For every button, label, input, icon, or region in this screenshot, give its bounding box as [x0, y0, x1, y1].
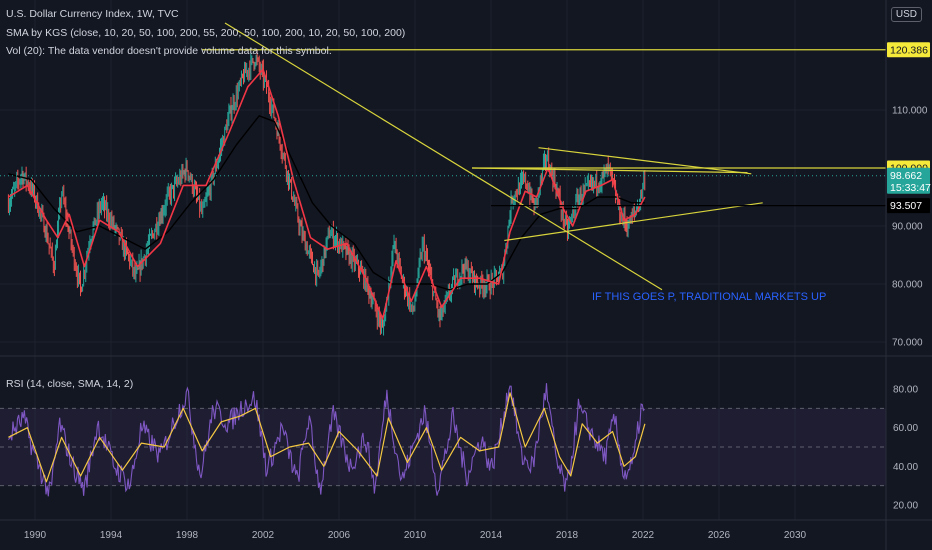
- price-badge-label: 120.386: [890, 44, 928, 56]
- candles: [7, 50, 646, 336]
- sma-fast-line: [7, 68, 646, 320]
- time-tick-label: 2022: [632, 530, 655, 541]
- rsi-tick-label: 20.00: [893, 501, 918, 512]
- chart-annotation[interactable]: IF THIS GOES P, TRADITIONAL MARKETS UP: [592, 291, 827, 303]
- sma-slow-line: [8, 115, 645, 291]
- rsi-tick-label: 40.00: [893, 462, 918, 473]
- trendlines: [224, 22, 763, 291]
- price-badge-label: 98.662: [890, 170, 922, 182]
- price-tick-label: 130.000: [892, 0, 929, 1]
- time-tick-label: 1994: [100, 530, 123, 541]
- time-tick-label: 2002: [252, 530, 275, 541]
- grid: [0, 0, 886, 520]
- price-tick-label: 110.000: [892, 106, 928, 117]
- vol-legend[interactable]: Vol (20): The data vendor doesn't provid…: [6, 45, 332, 57]
- trendline: [224, 22, 663, 291]
- trendline: [504, 202, 763, 242]
- price-badge-countdown: 15:33:47: [890, 182, 931, 194]
- time-tick-label: 2014: [480, 530, 503, 541]
- time-tick-label: 2018: [556, 530, 579, 541]
- horizontal-levels: [0, 49, 886, 207]
- chart-title: U.S. Dollar Currency Index, 1W, TVC: [6, 8, 179, 20]
- time-tick-label: 2026: [708, 530, 731, 541]
- price-tick-label: 70.000: [892, 338, 923, 349]
- time-tick-label: 2030: [784, 530, 807, 541]
- sma-legend[interactable]: SMA by KGS (close, 10, 20, 50, 100, 200,…: [6, 27, 406, 39]
- rsi-legend[interactable]: RSI (14, close, SMA, 14, 2): [6, 378, 134, 390]
- time-tick-label: 2010: [404, 530, 427, 541]
- time-tick-label: 2006: [328, 530, 351, 541]
- trendline: [538, 147, 752, 175]
- price-badge: [887, 167, 930, 194]
- rsi-tick-label: 80.00: [893, 385, 918, 396]
- price-badge: [887, 198, 930, 214]
- rsi-band: [0, 407, 886, 487]
- currency-button[interactable]: USD: [890, 7, 922, 22]
- rsi-tick-label: 60.00: [893, 423, 918, 434]
- trendline: [471, 167, 748, 174]
- time-axis: 1990 1994 1998 2002 2006 2010 2014 2018 2022 2026…: [24, 530, 807, 541]
- price-tick-label: 90.000: [892, 222, 923, 233]
- price-badge-label: 93.507: [890, 200, 922, 212]
- price-tick-label: 80.000: [892, 280, 923, 291]
- rsi-ma-line: [8, 392, 646, 483]
- series-lines: [7, 68, 646, 320]
- price-badge: [887, 42, 930, 58]
- price-axis: 70.000 80.000 90.000 110.000 130.000 20.00 40.…: [892, 0, 929, 512]
- time-tick-label: 1990: [24, 530, 47, 541]
- time-tick-label: 1998: [176, 530, 199, 541]
- rsi-pane: [7, 383, 646, 497]
